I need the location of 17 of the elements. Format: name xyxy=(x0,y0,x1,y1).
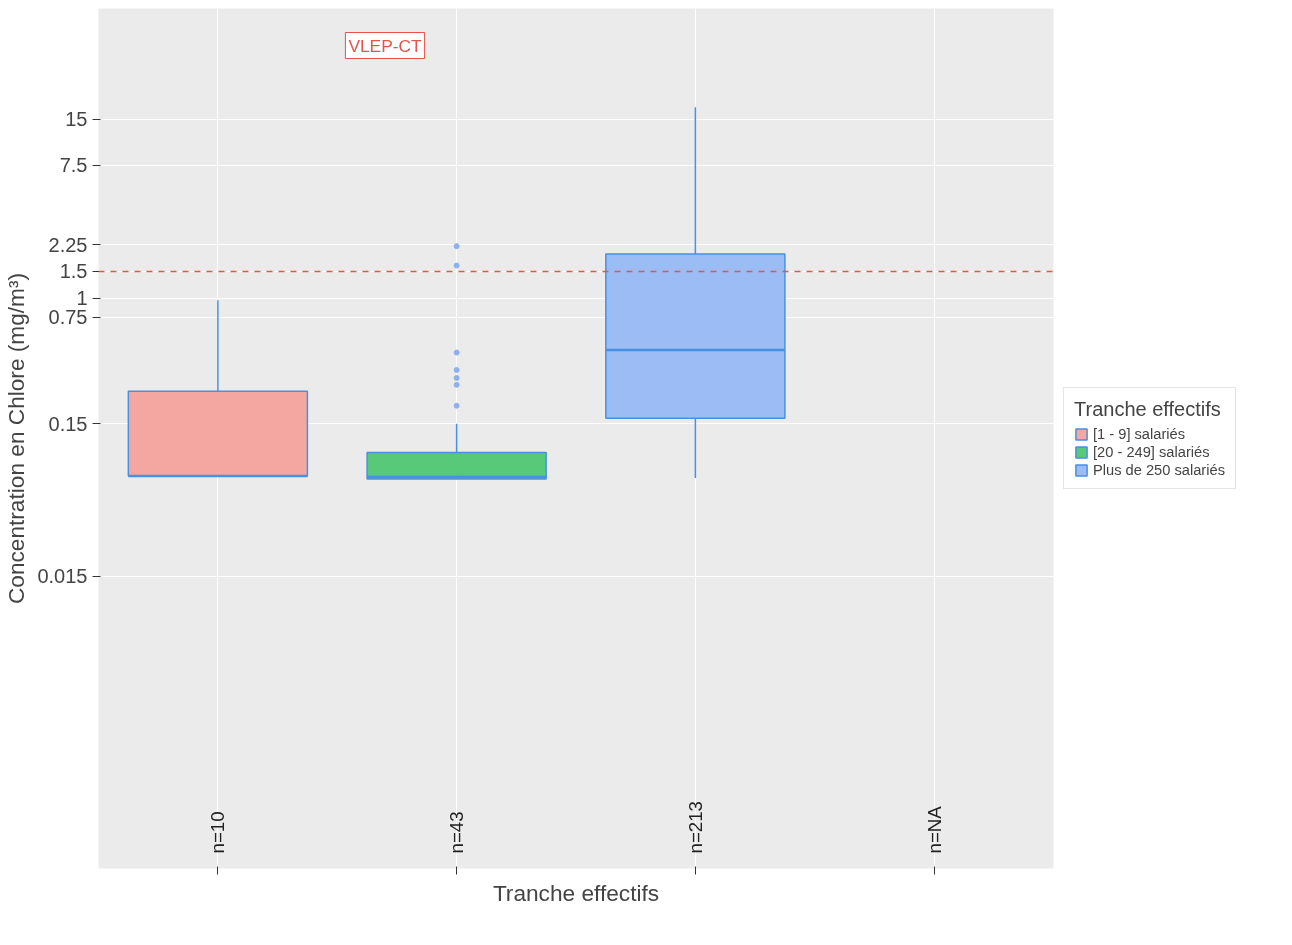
y-tick-label: 2.25 xyxy=(48,233,88,256)
ref-line-label: VLEP-CT xyxy=(348,35,422,56)
y-tick-label: 0.015 xyxy=(37,565,88,588)
annotation: n=NA xyxy=(923,805,945,854)
annotation: n=43 xyxy=(446,811,468,854)
legend-label: [20 - 249] salariés xyxy=(1093,444,1210,460)
y-axis-title: Concentration en Chlore (mg/m³) xyxy=(3,272,30,605)
y-tick-label: 7.5 xyxy=(59,154,88,177)
legend-label: [1 - 9] salariés xyxy=(1093,426,1186,442)
annotation: n=213 xyxy=(684,801,706,854)
y-tick-label: 1.5 xyxy=(59,260,88,283)
annotation: n=10 xyxy=(207,811,229,854)
x-axis-title: Tranche effectifs xyxy=(492,879,660,906)
y-tick-label: 0.15 xyxy=(48,412,88,435)
y-tick-label: 15 xyxy=(65,108,88,131)
legend-label: Plus de 250 salariés xyxy=(1093,462,1225,478)
legend-title: Tranche effectifs xyxy=(1074,398,1222,421)
